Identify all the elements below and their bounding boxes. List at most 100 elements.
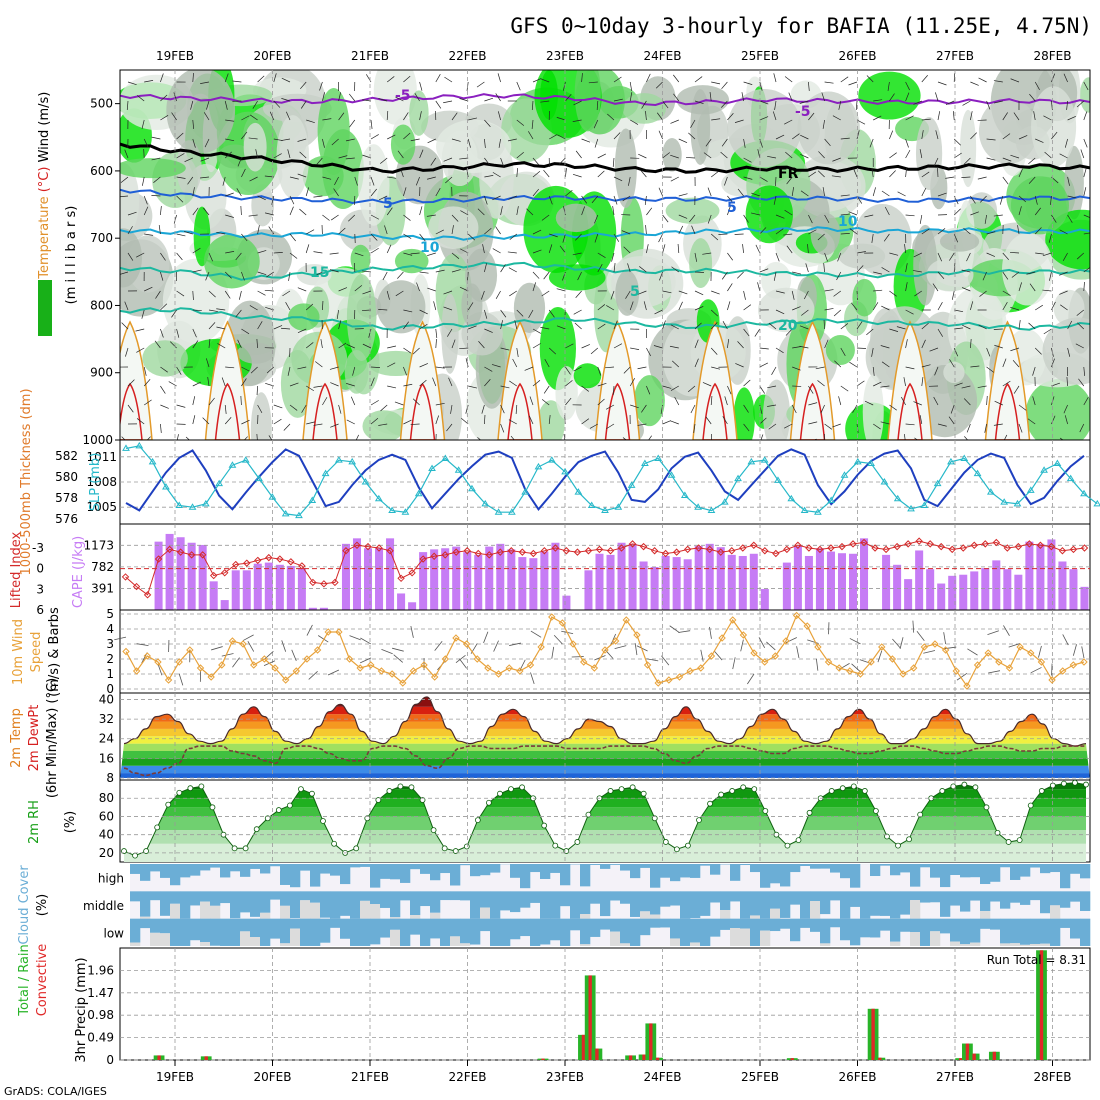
lifted-index-marker xyxy=(805,544,813,552)
cape-bar xyxy=(441,548,450,610)
cloud-fraction-cell xyxy=(620,864,631,871)
upper-wind-barb xyxy=(727,206,731,216)
upper-wind-barb xyxy=(565,168,567,178)
rh-marker xyxy=(994,829,1001,836)
cloud-fraction-cell xyxy=(640,864,651,868)
wind-speed-marker xyxy=(718,634,726,642)
thickness-tick-label: 576 xyxy=(55,512,78,526)
upper-wind-barb xyxy=(721,271,728,280)
rh-marker xyxy=(751,786,758,793)
upper-wind-barb xyxy=(1083,81,1089,91)
cape-ylabel: CAPE (J/kg) xyxy=(71,536,86,608)
upper-wind-barb xyxy=(721,138,728,147)
slp-marker xyxy=(960,454,969,461)
upper-wind-barb xyxy=(741,92,744,102)
upper-wind-barb xyxy=(1059,229,1068,235)
cape-bar xyxy=(705,543,714,610)
cloud-fraction-cell xyxy=(440,891,451,901)
cloud-fraction-cell xyxy=(470,891,481,919)
upper-wind-barb xyxy=(532,188,540,197)
upper-wind-barb xyxy=(548,347,557,355)
upper-wind-barb xyxy=(670,119,679,124)
upper-wind-barb xyxy=(724,443,727,451)
top-date-label: 25FEB xyxy=(741,49,779,63)
slp-marker xyxy=(454,466,463,473)
upper-wind-barb xyxy=(151,195,161,197)
upper-wind-barb xyxy=(759,385,765,394)
upper-wind-barb xyxy=(314,271,323,277)
precip-convective-bar xyxy=(871,1008,875,1060)
rh-marker xyxy=(508,786,514,793)
cloud-fraction-cell xyxy=(630,864,641,879)
upper-wind-barb xyxy=(322,443,331,445)
cloud-fraction-cell xyxy=(880,864,891,866)
cape-bar xyxy=(540,551,549,610)
slp-marker xyxy=(507,508,516,515)
wind-speed-marker xyxy=(580,658,588,666)
upper-wind-barb xyxy=(727,252,734,261)
cape-bar xyxy=(1025,541,1034,610)
upper-wind-barb xyxy=(881,361,890,368)
upper-wind-barb xyxy=(160,328,164,338)
cloud-fraction-cell xyxy=(320,891,331,918)
thermal-plume-core xyxy=(214,382,241,440)
surface-wind-barb xyxy=(849,638,861,645)
upper-wind-barb xyxy=(289,252,298,259)
cloud-fraction-cell xyxy=(140,918,151,929)
upper-wind-barb xyxy=(484,138,486,148)
cloud-fraction-cell xyxy=(150,864,161,872)
precip-tick-label: 0 xyxy=(106,1053,114,1067)
upper-wind-barb xyxy=(370,214,380,220)
upper-wind-barb xyxy=(737,188,744,197)
cloud-clear-cell xyxy=(480,907,491,919)
cloud-fraction-cell xyxy=(140,864,151,881)
lifted-index-marker xyxy=(397,574,405,583)
rh-shading-blob xyxy=(1064,145,1084,220)
rh-unit-part: (%) xyxy=(63,811,78,834)
thickness-ylabel: 1000-500mb Thickness (dm) xyxy=(19,388,34,575)
cloud-fraction-cell xyxy=(1000,864,1011,868)
upper-wind-barb xyxy=(952,111,955,121)
upper-wind-barb xyxy=(721,81,728,90)
cloud-fraction-cell xyxy=(230,918,241,946)
slp-marker xyxy=(308,496,317,503)
upper-wind-barb xyxy=(419,206,423,216)
surface-wind-barb xyxy=(455,655,466,663)
surface-wind-barb xyxy=(551,646,555,659)
cloud-fraction-cell xyxy=(690,891,701,919)
slp-marker xyxy=(707,506,716,514)
upper-wind-barb xyxy=(459,347,469,350)
upper-wind-barb xyxy=(954,443,962,447)
cloud-clear-cell xyxy=(770,908,781,919)
upper-wind-barb xyxy=(492,195,501,201)
wind-speed-marker xyxy=(771,652,780,660)
upper-wind-barb xyxy=(982,271,987,281)
cloud-fraction-cell xyxy=(740,891,751,919)
upper-wind-barb xyxy=(628,176,631,186)
upper-wind-barb xyxy=(460,248,469,254)
upper-wind-barb xyxy=(361,309,372,311)
slp-marker xyxy=(321,469,330,477)
upper-wind-barb xyxy=(435,100,442,109)
upper-wind-barb xyxy=(549,443,551,452)
rh-color-band xyxy=(124,782,1086,790)
rh-shading-blob xyxy=(943,361,965,384)
temp-line xyxy=(123,696,1087,747)
upper-wind-barb xyxy=(1059,437,1064,440)
lifted-index-marker xyxy=(154,555,163,563)
upper-wind-barb xyxy=(670,420,679,425)
cloud-fraction-cell xyxy=(930,864,941,878)
rh-marker xyxy=(673,846,680,853)
upper-wind-barb xyxy=(800,134,809,140)
upper-wind-barb xyxy=(759,116,769,121)
lifted-index-line xyxy=(125,540,1085,596)
cape-bar xyxy=(716,547,725,610)
surface-wind-barb xyxy=(758,637,766,649)
cape-bar xyxy=(606,554,615,610)
precip-convective-bar xyxy=(958,1058,963,1060)
cross-section-ylabel2-part: (m i l l i b a r s) xyxy=(64,206,79,305)
upper-wind-barb xyxy=(963,157,971,165)
slp-marker xyxy=(148,457,157,465)
cloud-fraction-cell xyxy=(440,918,451,946)
wind-speed-marker xyxy=(239,640,247,648)
